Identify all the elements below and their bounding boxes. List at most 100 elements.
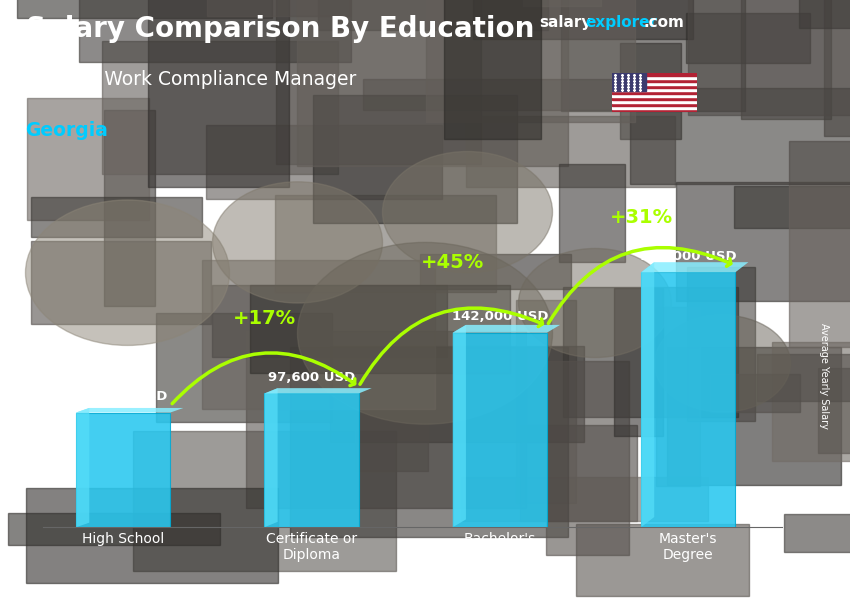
Bar	[290, 347, 568, 538]
Bar	[462, 477, 708, 521]
Bar	[824, 0, 850, 136]
Bar	[756, 354, 850, 401]
Text: +17%: +17%	[233, 310, 296, 328]
Polygon shape	[641, 262, 748, 272]
Polygon shape	[264, 388, 278, 527]
Text: Average Yearly Salary: Average Yearly Salary	[819, 323, 829, 428]
Bar	[734, 187, 850, 228]
Bar	[612, 76, 697, 79]
Bar	[520, 425, 637, 522]
Text: explorer: explorer	[586, 15, 658, 30]
Bar	[612, 91, 697, 94]
Bar	[561, 0, 745, 111]
Text: Salary Comparison By Education: Salary Comparison By Education	[26, 15, 534, 43]
Text: Remote Work Compliance Manager: Remote Work Compliance Manager	[26, 70, 356, 88]
Polygon shape	[453, 325, 466, 527]
Bar	[453, 333, 547, 527]
Bar	[612, 94, 697, 97]
Circle shape	[212, 182, 382, 303]
Circle shape	[654, 315, 790, 412]
Bar	[612, 109, 697, 112]
Bar	[444, 0, 541, 139]
Bar	[133, 431, 396, 571]
Bar	[427, 0, 635, 122]
Bar	[104, 110, 155, 306]
Bar	[246, 331, 526, 508]
Text: 97,600 USD: 97,600 USD	[268, 371, 355, 384]
Bar	[789, 141, 850, 347]
Text: 142,000 USD: 142,000 USD	[451, 310, 548, 323]
Bar	[467, 116, 675, 187]
Bar	[264, 393, 359, 527]
Bar	[363, 79, 625, 110]
Bar	[26, 488, 278, 584]
Text: 186,000 USD: 186,000 USD	[640, 250, 736, 263]
Bar	[206, 125, 443, 199]
Bar	[207, 0, 350, 16]
Bar	[31, 241, 212, 324]
Bar	[26, 98, 150, 221]
Bar	[79, 0, 351, 62]
Circle shape	[26, 200, 230, 345]
Bar	[18, 0, 272, 18]
Bar	[212, 285, 447, 358]
Bar	[641, 272, 735, 527]
Bar	[818, 368, 850, 453]
Circle shape	[382, 152, 552, 273]
Bar	[630, 88, 850, 184]
Bar	[201, 261, 434, 409]
Bar	[784, 514, 850, 553]
Bar	[740, 0, 830, 119]
Bar	[576, 524, 749, 596]
Polygon shape	[264, 388, 371, 393]
Bar	[612, 103, 697, 106]
Bar	[473, 0, 694, 39]
Polygon shape	[641, 262, 654, 527]
Bar	[331, 347, 584, 442]
Polygon shape	[76, 408, 184, 413]
Circle shape	[518, 248, 672, 358]
Bar	[710, 374, 800, 411]
Bar	[148, 0, 289, 187]
Bar	[686, 13, 810, 63]
Bar	[676, 182, 850, 301]
Bar	[276, 0, 481, 164]
Bar	[799, 0, 850, 28]
Bar	[612, 85, 697, 88]
Bar	[612, 100, 697, 103]
Bar	[102, 41, 338, 174]
Polygon shape	[76, 408, 89, 527]
Bar	[612, 82, 697, 85]
Bar	[564, 287, 739, 417]
Text: salary: salary	[540, 15, 592, 30]
Text: +31%: +31%	[609, 208, 672, 227]
Bar	[612, 79, 697, 82]
Bar	[612, 97, 697, 100]
Bar	[319, 0, 547, 30]
Bar	[612, 73, 646, 91]
Bar	[612, 106, 697, 109]
Bar	[688, 0, 850, 115]
Bar	[614, 288, 663, 436]
Polygon shape	[453, 325, 560, 333]
Bar	[667, 347, 841, 485]
Bar	[275, 195, 496, 291]
Text: .com: .com	[643, 15, 684, 30]
Bar	[31, 197, 202, 236]
Circle shape	[298, 242, 552, 424]
Bar	[354, 380, 428, 471]
Bar	[612, 73, 697, 76]
Text: Georgia: Georgia	[26, 121, 109, 140]
Bar	[8, 513, 219, 545]
Bar	[523, 0, 601, 6]
Bar	[559, 164, 626, 262]
Bar	[612, 88, 697, 91]
Bar	[656, 307, 700, 485]
Bar	[772, 342, 850, 461]
Bar	[620, 43, 681, 139]
Bar	[546, 361, 630, 555]
Bar	[156, 313, 332, 422]
Bar	[517, 300, 575, 502]
Bar	[687, 267, 755, 421]
Bar	[313, 95, 517, 223]
